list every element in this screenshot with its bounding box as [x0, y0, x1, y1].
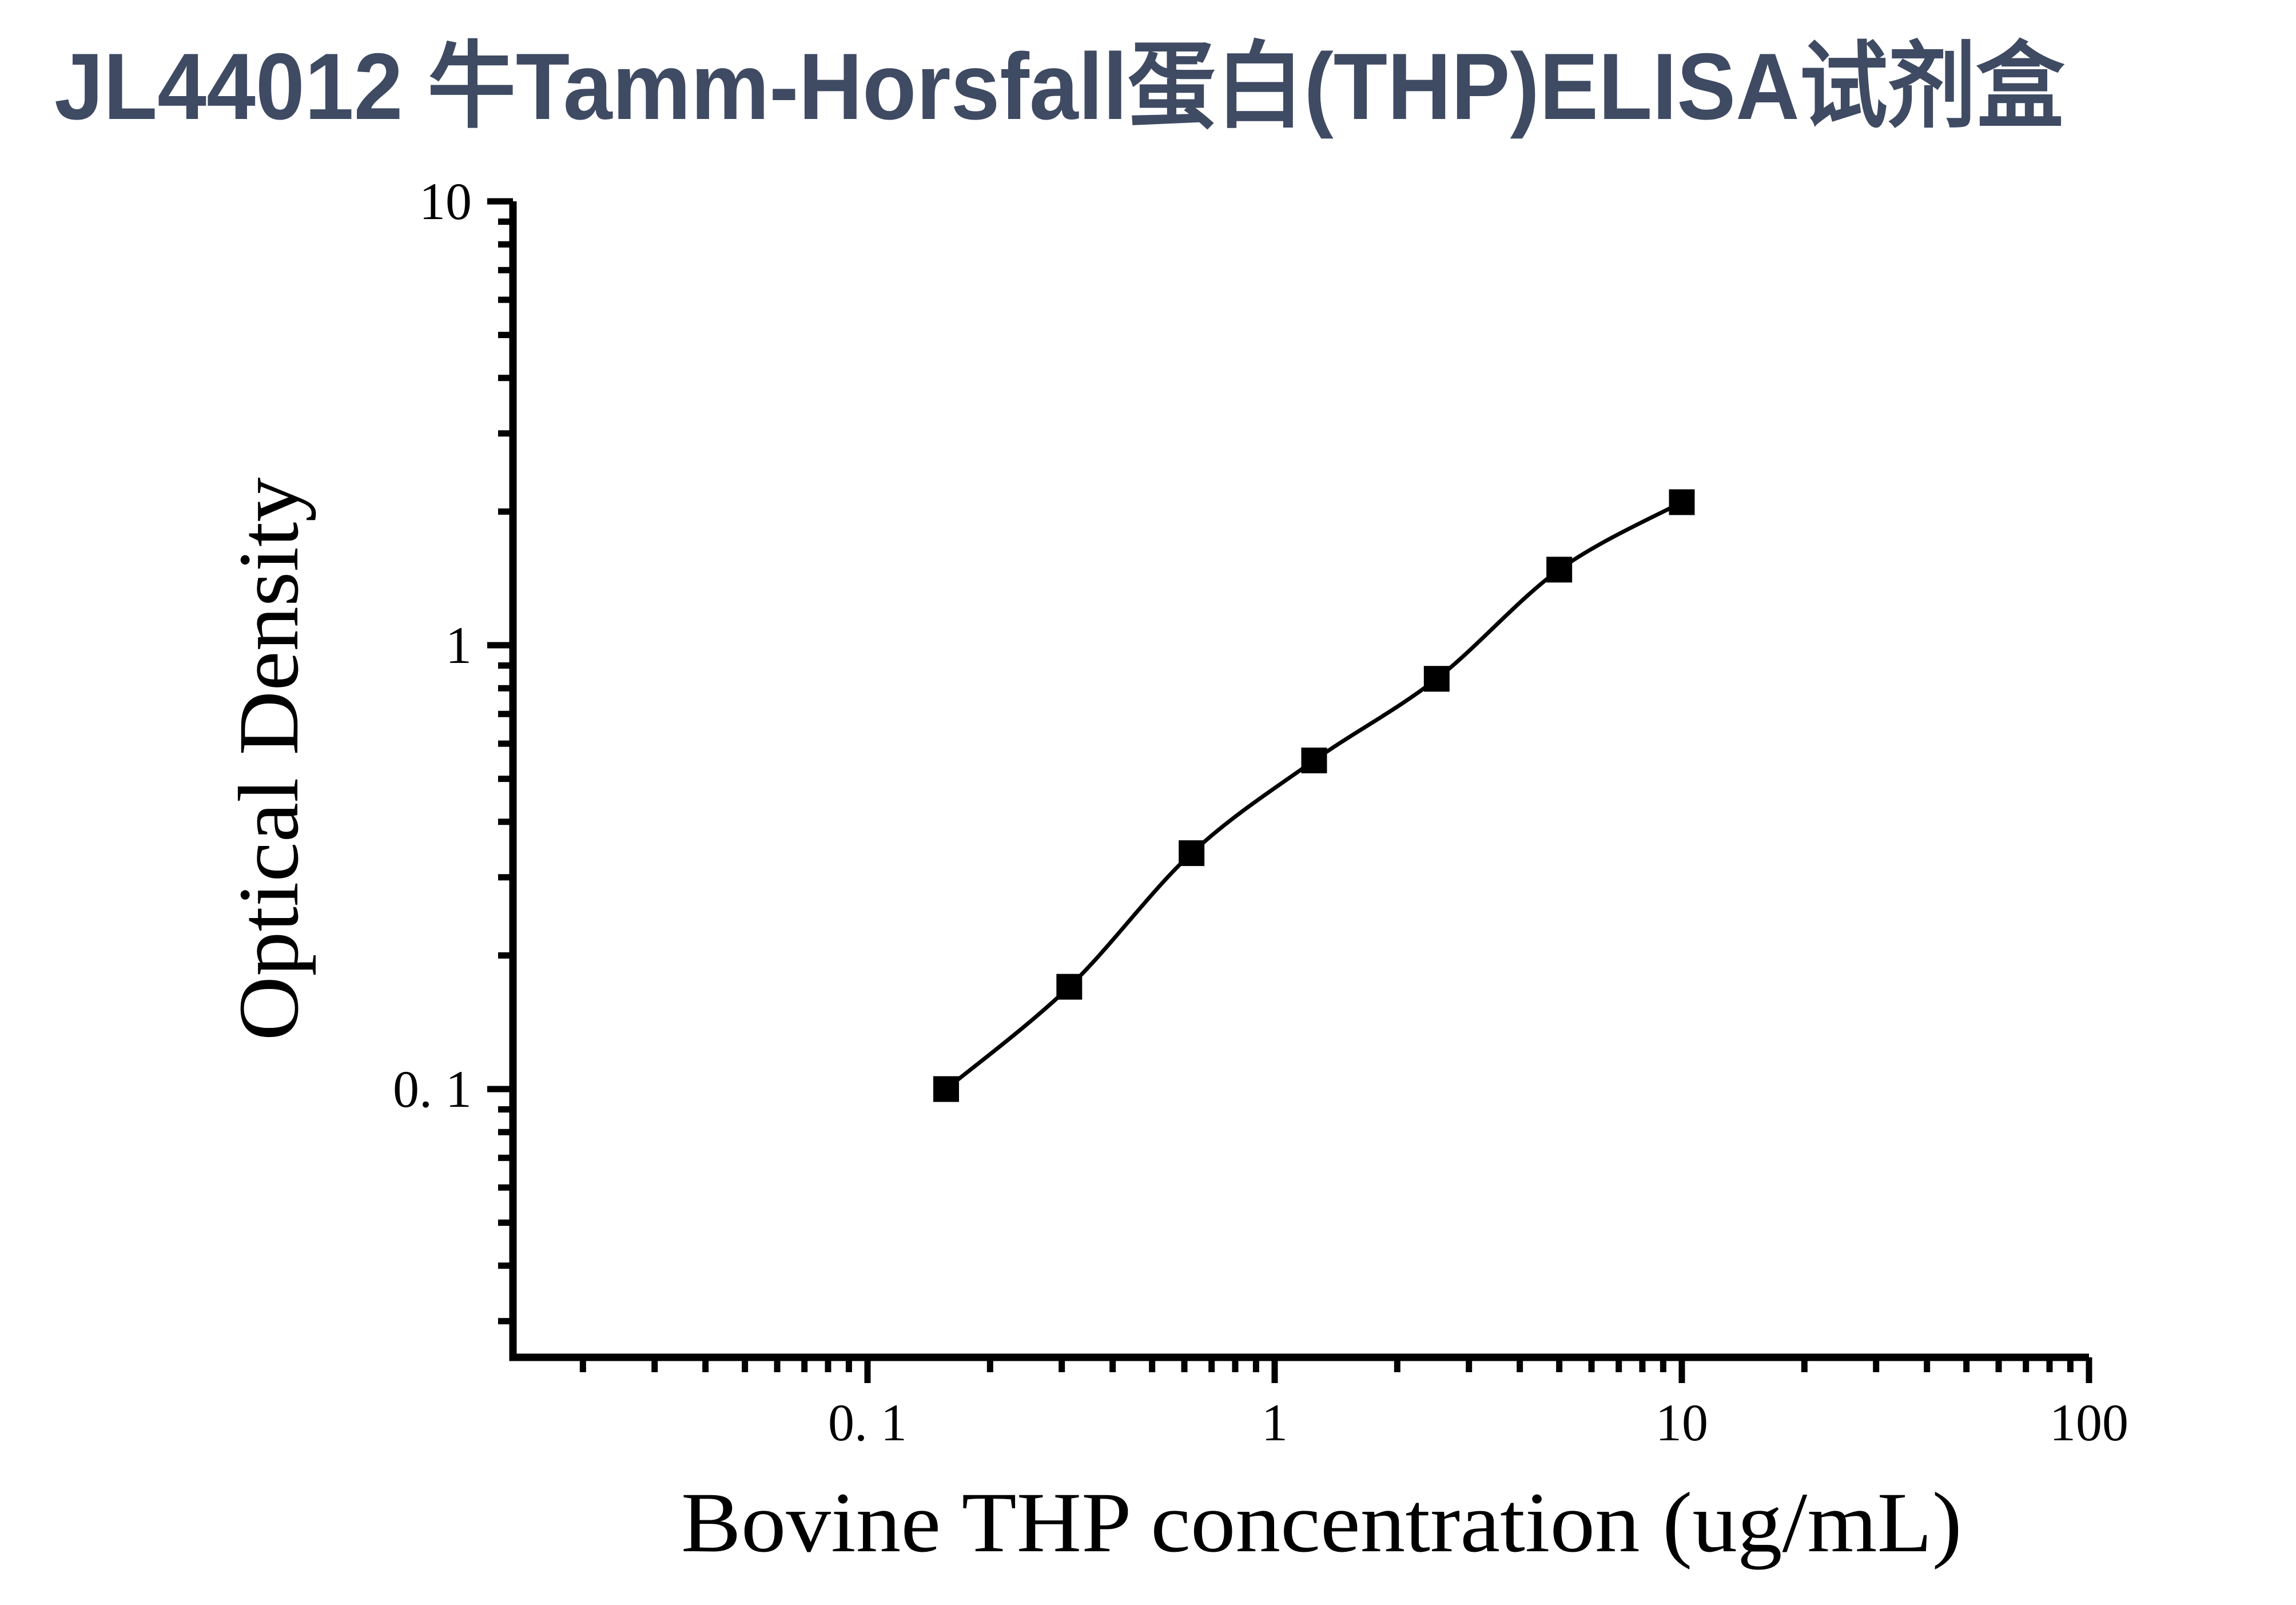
x-tick-label: 100	[2050, 1393, 2128, 1452]
data-point-marker	[1546, 557, 1573, 583]
y-tick-label: 0. 1	[393, 1060, 472, 1118]
data-point-marker	[933, 1076, 960, 1102]
data-point-marker	[1669, 489, 1695, 515]
y-tick-label: 1	[445, 616, 472, 674]
x-axis-ticks	[579, 1357, 2092, 1383]
data-point-marker	[1301, 747, 1327, 773]
x-axis-label: Bovine THP concentration (ug/mL)	[681, 1475, 1962, 1570]
data-point-markers	[933, 489, 1695, 1102]
x-tick-label: 10	[1656, 1393, 1708, 1452]
data-point-marker	[1423, 666, 1450, 692]
x-tick-label: 0. 1	[828, 1393, 907, 1452]
axes-frame	[509, 201, 2089, 1361]
page-title: JL44012 牛Tamm-Horsfall蛋白(THP)ELISA试剂盒	[54, 34, 2065, 139]
x-axis-tick-labels: 0. 1 1 10 100	[828, 1393, 2128, 1452]
data-point-marker	[1056, 974, 1083, 1000]
y-axis-label: Optical Density	[221, 478, 316, 1041]
data-point-marker	[1179, 840, 1205, 867]
y-axis-ticks	[487, 198, 513, 1325]
y-axis-tick-labels: 10 1 0. 1	[393, 172, 472, 1118]
y-tick-label: 10	[419, 172, 472, 231]
standard-curve-line	[945, 500, 1683, 1091]
x-tick-label: 1	[1262, 1393, 1288, 1452]
